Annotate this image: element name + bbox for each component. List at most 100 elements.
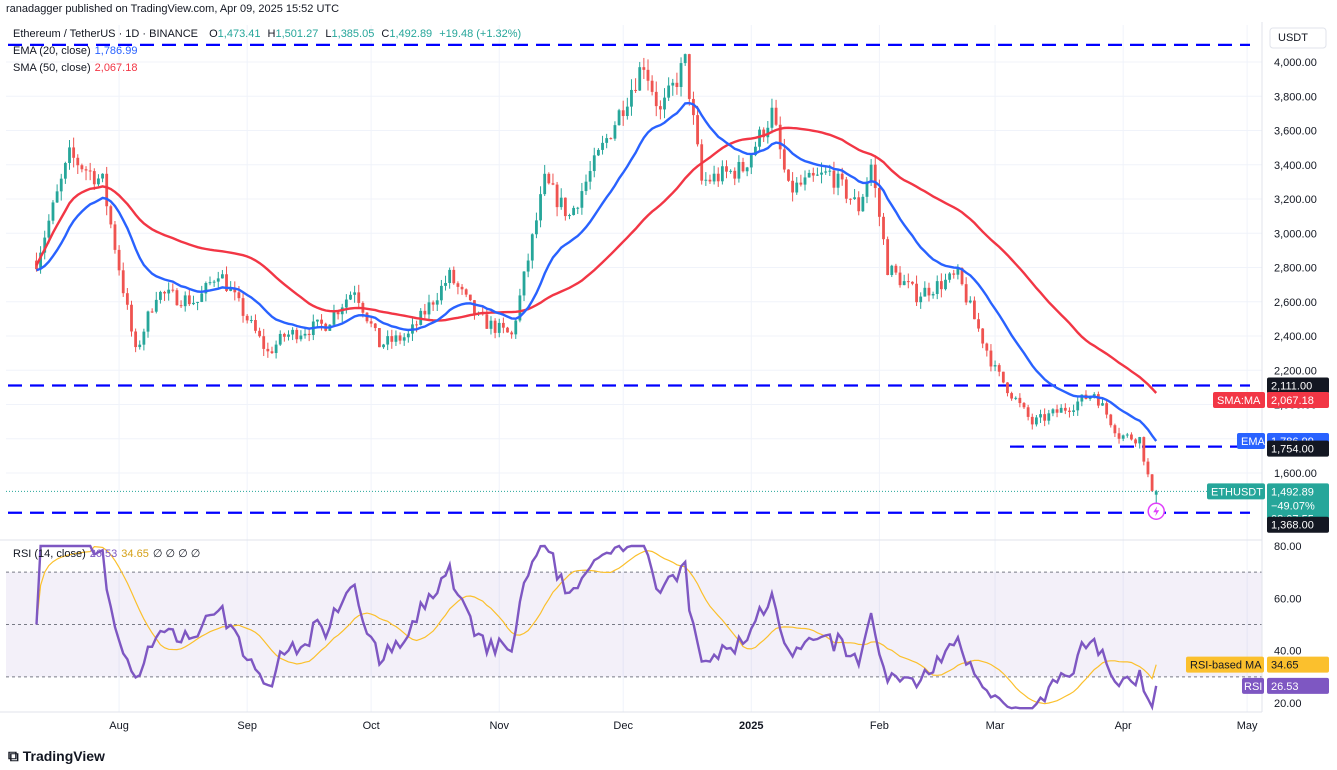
candle xyxy=(915,275,918,307)
candle-body xyxy=(1001,371,1005,383)
candle xyxy=(212,279,216,287)
candle xyxy=(667,77,671,101)
rsi-ma-legend-value: 34.65 xyxy=(121,548,149,560)
sma-legend[interactable]: SMA (50, close) 2,067.18 xyxy=(13,62,137,74)
candle-body xyxy=(968,300,972,303)
candle-body xyxy=(456,283,460,287)
candle xyxy=(1084,390,1088,400)
ema-legend[interactable]: EMA (20, close) 1,786.99 xyxy=(13,45,137,57)
candle xyxy=(1130,432,1133,441)
candle xyxy=(1034,415,1038,427)
candle xyxy=(138,340,142,350)
candle-body xyxy=(923,287,927,297)
symbol-left-tag: ETHUSDT xyxy=(1211,486,1263,498)
candle-body xyxy=(824,171,828,173)
symbol-title[interactable]: Ethereum / TetherUS · 1D · BINANCE xyxy=(13,28,199,40)
candle-body xyxy=(646,69,650,81)
candle-body xyxy=(890,265,894,276)
candles xyxy=(35,53,1158,510)
candle-body xyxy=(555,184,559,208)
candle xyxy=(1006,382,1009,397)
candle xyxy=(584,174,588,195)
candle-body xyxy=(43,237,47,253)
candle-body xyxy=(262,336,266,349)
candle xyxy=(811,167,815,182)
candle-body xyxy=(501,322,505,328)
candle-body xyxy=(931,293,935,296)
candle-body xyxy=(1092,394,1096,396)
candle xyxy=(68,140,71,170)
candle-body xyxy=(985,343,989,351)
price-tick-label: 2,200.00 xyxy=(1274,365,1317,377)
high-label: H xyxy=(267,28,276,40)
candle-body xyxy=(192,302,195,305)
candle-body xyxy=(1063,407,1067,411)
candle-body xyxy=(708,179,712,182)
candle-body xyxy=(167,289,171,294)
rsi-legend-extra: ∅ ∅ ∅ ∅ xyxy=(152,548,201,560)
candle xyxy=(154,291,158,314)
tradingview-brand[interactable]: ⧉ TradingView xyxy=(8,747,105,765)
rsi-tick-label: 80.00 xyxy=(1274,541,1302,553)
candle xyxy=(233,281,237,301)
candle xyxy=(216,271,220,288)
time-tick-label: 2025 xyxy=(739,720,763,732)
candle xyxy=(97,174,100,187)
candle xyxy=(439,279,443,305)
level-tag-1368-bg xyxy=(1267,516,1329,533)
candle-body xyxy=(1043,414,1047,421)
candle xyxy=(196,301,199,311)
candle xyxy=(882,212,885,245)
candle xyxy=(514,318,518,339)
candle xyxy=(816,167,819,176)
candle-body xyxy=(1034,417,1038,425)
candle-body xyxy=(683,54,687,64)
candle-body xyxy=(873,164,877,189)
candle-body xyxy=(729,170,733,172)
candle xyxy=(229,281,233,292)
candle-body xyxy=(125,293,129,305)
candle xyxy=(948,272,952,283)
candle-body xyxy=(1030,416,1034,425)
candle-body xyxy=(522,271,526,296)
candle-body xyxy=(981,328,985,344)
candle-body xyxy=(898,272,902,286)
candle-body xyxy=(1150,474,1154,491)
rsi-line xyxy=(35,544,1158,711)
candle xyxy=(72,137,76,168)
candle xyxy=(906,273,910,289)
candle-body xyxy=(200,293,204,302)
candle xyxy=(460,284,464,295)
candle-body xyxy=(88,170,92,172)
candle-body xyxy=(282,333,286,337)
candle xyxy=(853,189,856,200)
level-tag-1754: 1,754.00 xyxy=(1271,444,1314,456)
candle xyxy=(663,88,666,119)
candle xyxy=(1138,436,1142,449)
candle xyxy=(150,308,154,313)
candle-body xyxy=(196,301,199,303)
candle xyxy=(113,220,117,254)
candle-body xyxy=(431,302,435,305)
candle-body xyxy=(597,149,600,156)
ema-left-tag-bg xyxy=(1237,432,1265,449)
candle-body xyxy=(1026,407,1030,417)
candle xyxy=(989,344,993,372)
candle-body xyxy=(919,296,923,303)
candle xyxy=(939,273,943,298)
candle xyxy=(390,329,394,349)
candle-body xyxy=(857,197,861,212)
candle xyxy=(1096,391,1100,409)
candle xyxy=(658,100,662,120)
candle-body xyxy=(47,220,51,238)
rsi-legend[interactable]: RSI (14, close) 26.53 34.65 ∅ ∅ ∅ ∅ xyxy=(13,547,200,560)
price-tick-label: 2,800.00 xyxy=(1274,263,1317,275)
candle xyxy=(59,173,63,201)
candle-body xyxy=(113,224,117,250)
candle xyxy=(968,296,972,304)
candle-body xyxy=(216,278,220,282)
candle xyxy=(51,200,55,225)
open-value: 1,473.41 xyxy=(217,28,261,40)
candle-body xyxy=(551,183,555,185)
